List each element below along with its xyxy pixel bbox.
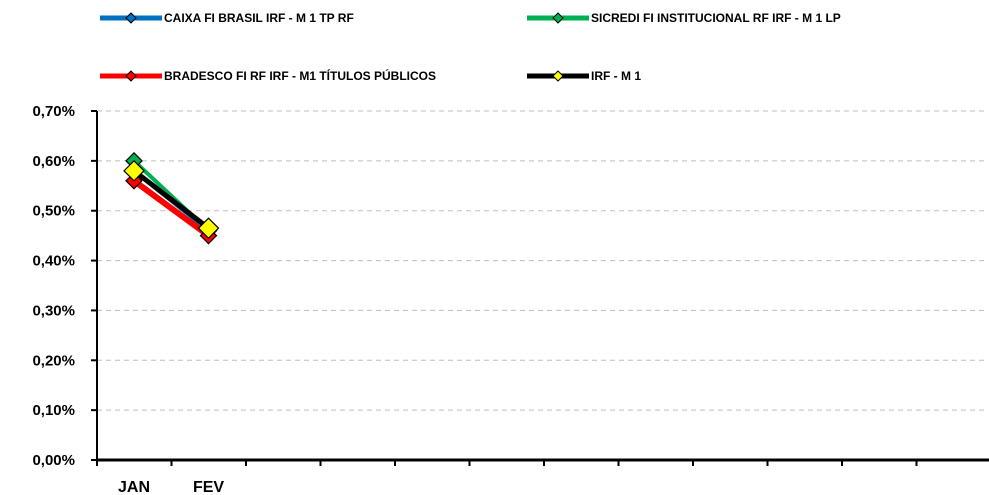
y-tick-label: 0,20% xyxy=(32,352,75,369)
y-axis-tick-labels: 0,00% 0,10% 0,20% 0,30% 0,40% 0,50% 0,60% 0,70% xyxy=(32,103,97,469)
gridlines xyxy=(97,110,985,411)
legend-label: IRF - M 1 xyxy=(591,69,641,83)
y-tick-label: 0,60% xyxy=(32,153,75,170)
series-4 xyxy=(123,159,220,240)
x-category-label: JAN xyxy=(118,479,150,495)
y-tick-label: 0,30% xyxy=(32,302,75,319)
series-line xyxy=(132,178,211,239)
legend-entry: IRF - M 1 xyxy=(527,69,641,83)
series-line xyxy=(132,168,211,231)
y-tick-label: 0,50% xyxy=(32,203,75,220)
y-tick-label: 0,00% xyxy=(32,452,75,469)
x-axis-category-labels: JAN FEV xyxy=(118,479,224,495)
legend: CAIXA FI BRASIL IRF - M 1 TP RF SICREDI F… xyxy=(100,11,841,83)
data-point-marker xyxy=(197,217,220,240)
legend-swatch-marker xyxy=(125,12,137,24)
y-tick-label: 0,40% xyxy=(32,253,75,270)
legend-entry: BRADESCO FI RF IRF - M1 TÍTULOS PÚBLICOS xyxy=(100,68,436,83)
legend-label: BRADESCO FI RF IRF - M1 TÍTULOS PÚBLICOS xyxy=(164,68,436,83)
legend-label: CAIXA FI BRASIL IRF - M 1 TP RF xyxy=(164,11,354,25)
series-group xyxy=(123,152,220,245)
legend-label: SICREDI FI INSTITUCIONAL RF IRF - M 1 LP xyxy=(591,11,841,25)
legend-swatch-marker xyxy=(125,70,137,82)
legend-swatch-marker xyxy=(552,12,564,24)
data-point-marker xyxy=(123,159,145,182)
y-tick-label: 0,10% xyxy=(32,402,75,419)
x-category-label: FEV xyxy=(193,479,224,495)
legend-entry: CAIXA FI BRASIL IRF - M 1 TP RF xyxy=(100,11,354,25)
legend-entry: SICREDI FI INSTITUCIONAL RF IRF - M 1 LP xyxy=(527,11,841,25)
y-tick-label: 0,70% xyxy=(32,103,75,120)
legend-swatch-marker xyxy=(552,70,564,82)
x-axis-ticks xyxy=(96,460,918,466)
